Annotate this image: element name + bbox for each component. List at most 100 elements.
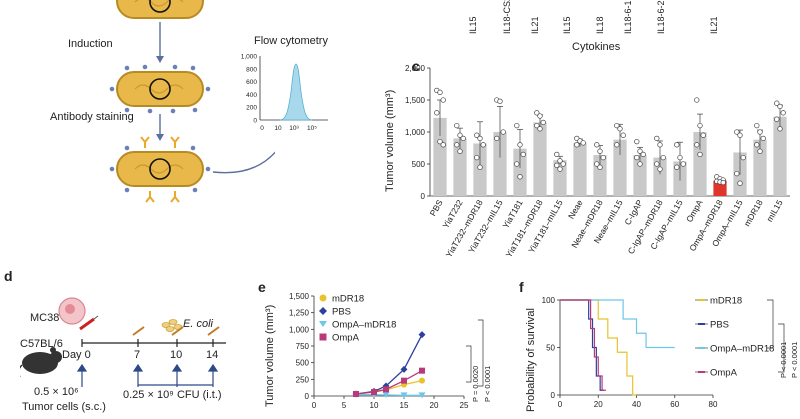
f-y-tick-label: 0 (551, 391, 556, 400)
c-data-point (737, 132, 743, 138)
e-y-tick-label: 1,000 (289, 325, 310, 334)
c-data-point (534, 122, 540, 129)
c-y-tick-label: 1,500 (405, 96, 426, 105)
c-data-point (537, 113, 543, 119)
c-data-point (737, 180, 743, 186)
c-data-point (517, 142, 523, 148)
day-7-label: 7 (134, 349, 141, 361)
c-data-point (657, 142, 663, 148)
e-point (419, 367, 425, 374)
c-y-tick-label: 1,000 (405, 128, 426, 137)
cytokine-header: IL21 (709, 16, 719, 34)
c-data-point (574, 142, 580, 148)
c-bar (693, 132, 707, 196)
ecoli-label: E. coli (183, 318, 213, 330)
f-x-tick-label: 80 (709, 400, 718, 409)
f-survival-curve (560, 299, 604, 391)
c-data-point (660, 154, 666, 161)
f-survival-curve (560, 299, 606, 391)
cytokine-header: IL15 (468, 16, 478, 34)
c-data-point (580, 140, 586, 146)
c-data-point (760, 135, 766, 142)
e-point (382, 392, 390, 398)
c-y-axis-label: Tumor volume (mm³) (384, 89, 396, 192)
f-y-tick-label: 50 (546, 344, 555, 353)
c-data-point (454, 142, 460, 148)
c-x-tick-label: mIL15 (764, 198, 785, 224)
c-data-point (700, 132, 706, 138)
e-series-line (355, 334, 423, 395)
c-bar (493, 132, 507, 196)
c-bar (773, 116, 787, 196)
survival-curve-chart: 0 50 100 0 20 40 60 80 mDR18 PBS OmpA–mDR18 OmpA (542, 296, 785, 409)
e-legend-marker (319, 294, 327, 302)
flow-y-tick: 600 (246, 79, 257, 86)
c-data-point (740, 154, 746, 161)
flow-y-tick: 400 (246, 92, 257, 99)
c-data-point (477, 135, 483, 142)
c-data-point (594, 142, 600, 148)
e-legend-label: OmpA–mDR18 (332, 320, 396, 331)
c-bar (573, 142, 587, 196)
c-data-point (680, 161, 686, 167)
c-data-point (557, 158, 563, 164)
flow-x-tick: 10³ (289, 125, 299, 132)
f-bracket (778, 323, 785, 373)
c-data-point (774, 116, 780, 122)
panel-letter-d: d (4, 268, 13, 284)
step-induction: Induction (68, 38, 113, 50)
c-data-point (637, 161, 643, 167)
c-data-point (457, 148, 463, 154)
c-data-point (537, 126, 543, 132)
c-data-point (554, 162, 560, 168)
bacterium-stained-icon (109, 136, 211, 203)
injection-syringes (132, 326, 220, 336)
cell-line-label: MC38 (30, 312, 60, 324)
flow-x-tick: 10 (274, 125, 282, 132)
c-data-point (614, 142, 620, 148)
c-bar (753, 139, 767, 196)
c-data-point (774, 100, 780, 106)
c-data-point (500, 129, 506, 135)
c-data-point (674, 164, 680, 170)
c-data-point (514, 122, 520, 129)
c-data-point (657, 166, 663, 172)
c-data-point (754, 122, 760, 129)
c-y-tick-label: 2,000 (405, 64, 426, 73)
e-y-tick-label: 750 (296, 342, 310, 351)
day-10-label: 10 (170, 349, 183, 361)
bacterium-induced-icon (109, 64, 211, 114)
f-x-tick-label: 60 (670, 400, 679, 409)
c-data-point (517, 174, 523, 180)
day0-label: Day 0 (62, 349, 91, 361)
c-data-point (597, 148, 603, 154)
treatment-timeline (20, 297, 226, 387)
c-data-point (674, 142, 680, 148)
flow-y-tick: 1,000 (241, 54, 258, 61)
e-x-tick-label: 20 (430, 401, 439, 410)
bacterium-icon (116, 0, 204, 19)
c-data-point (757, 129, 763, 135)
c-data-point (634, 154, 640, 161)
f-bracket (767, 299, 774, 349)
c-data-point (534, 110, 540, 116)
f-x-tick-label: 20 (594, 400, 603, 409)
f-survival-curve (560, 299, 675, 349)
e-point (418, 331, 426, 339)
c-bar (533, 122, 547, 196)
e-legend-label: mDR18 (332, 294, 364, 305)
flow-y-tick: 200 (246, 105, 257, 112)
f-x-tick-label: 0 (558, 400, 563, 409)
line-chart-tumor-growth: 0 250 500 750 1,000 1,250 1,500 0 5 10 15 20 25 mDR18… (289, 292, 484, 410)
c-data-point (654, 135, 660, 142)
f-survival-curve (560, 299, 637, 396)
c-bar (633, 155, 647, 196)
c-data-point (597, 164, 603, 170)
c-x-tick-label: OmpA (684, 198, 705, 224)
c-data-point (757, 148, 763, 154)
bar-chart-tumor-volume: 05001,0001,5002,000PBSYiaT232YiaT232–mDR… (405, 64, 790, 259)
c-data-point (620, 132, 626, 138)
mouse-strain-label: C57BL/6 (20, 338, 63, 350)
panel-letter-f: f (519, 279, 524, 295)
flow-y-tick: 0 (253, 118, 257, 125)
